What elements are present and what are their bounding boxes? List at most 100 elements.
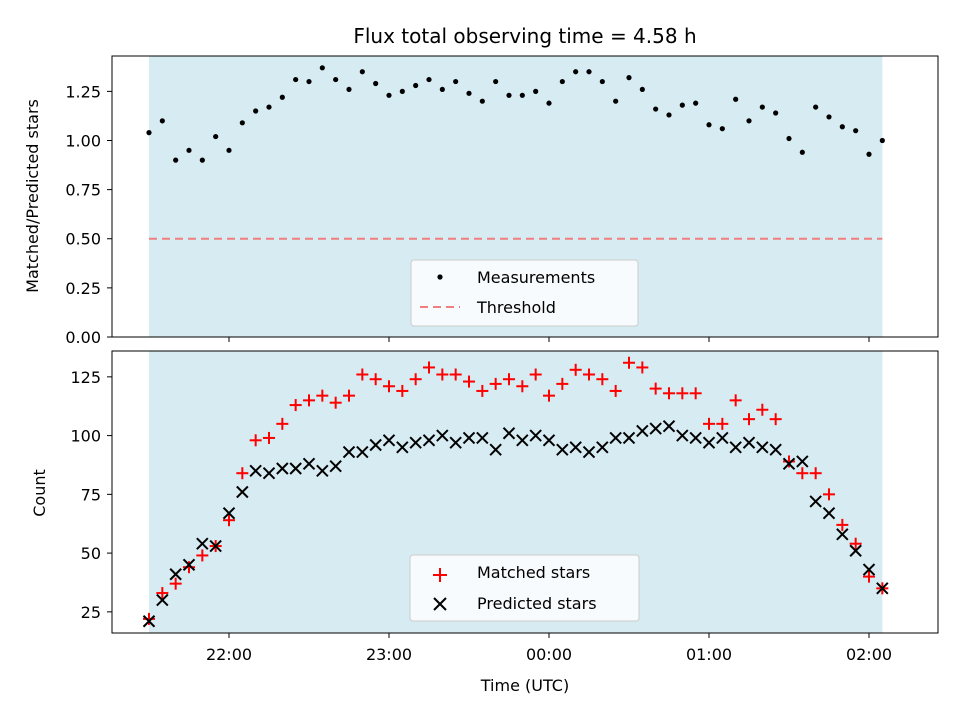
top-y-tick-label: 1.25 (65, 82, 101, 101)
bottom-y-tick-label: 100 (70, 427, 101, 446)
predicted-star-point (756, 441, 769, 454)
predicted-star-point (316, 464, 329, 478)
matched-star-point (623, 356, 635, 369)
predicted-star-point (702, 436, 716, 449)
matched-star-point (836, 518, 849, 531)
predicted-star-point (302, 457, 316, 471)
matched-star-point (703, 417, 715, 430)
matched-star-point (463, 375, 475, 388)
predicted-star-point (596, 441, 609, 454)
predicted-star-point (196, 537, 209, 550)
matched-star-point (729, 394, 742, 407)
top-axes-frame (111, 55, 939, 338)
measurement-point (853, 128, 859, 134)
measurement-point (839, 124, 845, 130)
predicted-star-point (742, 436, 756, 449)
predicted-star-point (662, 419, 676, 433)
measurement-point (733, 96, 739, 102)
x-axis-label: Time (UTC) (480, 676, 569, 695)
matched-star-point (543, 389, 555, 402)
predicted-star-point (156, 593, 169, 607)
predicted-star-point (342, 445, 356, 459)
measurement-point (519, 92, 525, 98)
matched-star-point (183, 561, 195, 574)
measurement-point (626, 75, 632, 81)
bottom-legend: Matched stars Predicted stars (409, 554, 640, 622)
measurement-point (159, 118, 165, 124)
measurement-point (266, 104, 272, 110)
bottom-panel: 25 50 75 100 125 22:00 23:00 00:00 01:00 02:00 C… (30, 350, 939, 695)
measurement-point (826, 114, 832, 120)
predicted-star-point (409, 436, 422, 449)
bottom-axes-frame (111, 350, 939, 634)
matched-star-point (236, 467, 249, 480)
matched-star-point (569, 363, 582, 376)
predicted-star-point (356, 445, 369, 459)
measurement-point (453, 78, 459, 85)
predicted-star-point (822, 506, 836, 520)
predicted-star-point (209, 539, 222, 553)
measurement-point (559, 78, 565, 85)
matched-star-point (196, 549, 209, 562)
measurement-point (359, 69, 365, 75)
matched-star-point (369, 373, 382, 386)
predicted-star-point (462, 431, 476, 445)
predicted-star-point (489, 443, 502, 456)
matched-star-point (303, 394, 315, 407)
matched-star-point (223, 514, 235, 527)
predicted-star-point (236, 485, 249, 499)
matched-star-point (449, 368, 462, 381)
measurement-point (653, 106, 659, 112)
predicted-star-point (689, 431, 702, 445)
top-legend: Measurements Threshold (410, 259, 639, 327)
measurement-point (186, 147, 192, 153)
matched-star-point (583, 368, 595, 381)
bottom-x-tick-label: 02:00 (846, 645, 892, 664)
measurement-point (613, 98, 619, 104)
measurement-point (746, 118, 752, 124)
measurement-point (546, 100, 552, 106)
predicted-star-point (649, 422, 662, 435)
measurement-point (706, 122, 712, 128)
count-series (142, 356, 889, 628)
bottom-y-axis: 25 50 75 100 125 (70, 368, 112, 622)
measurement-point (466, 90, 472, 96)
matched-star-point (316, 389, 329, 402)
predicted-star-point (262, 466, 276, 480)
bottom-y-tick-label: 50 (81, 544, 101, 563)
predicted-star-point (422, 434, 436, 447)
measurement-point (306, 78, 312, 85)
matched-star-point (383, 380, 395, 393)
measurement-point (479, 98, 485, 104)
measurement-point (399, 88, 405, 94)
predicted-star-point (182, 558, 196, 572)
matched-star-point (689, 387, 702, 400)
predicted-star-point (782, 457, 796, 471)
predicted-star-point (862, 563, 876, 576)
predicted-star-point (622, 431, 636, 445)
legend-marker-measurements (437, 274, 443, 280)
matched-star-point (343, 389, 355, 402)
predicted-star-point (169, 568, 182, 581)
measurement-point (799, 149, 805, 155)
measurement-point (333, 76, 339, 83)
predicted-star-point (836, 528, 849, 541)
predicted-star-point (676, 429, 689, 442)
matched-star-point (556, 377, 569, 390)
matched-star-point (423, 361, 435, 374)
measurement-point (239, 120, 245, 126)
bottom-y-tick-label: 75 (81, 485, 101, 504)
matched-star-point (849, 537, 862, 550)
predicted-star-point (809, 495, 822, 508)
matched-star-point (143, 612, 155, 625)
measurement-point (679, 102, 685, 108)
matched-star-point (289, 399, 302, 412)
measurement-point (493, 78, 499, 85)
measurement-point (599, 78, 605, 85)
matched-star-point (409, 373, 422, 386)
predicted-star-point (289, 462, 302, 475)
matched-star-point (476, 384, 489, 397)
predicted-star-point (276, 462, 289, 475)
legend-label-threshold: Threshold (476, 298, 556, 317)
matched-star-point (636, 361, 649, 374)
